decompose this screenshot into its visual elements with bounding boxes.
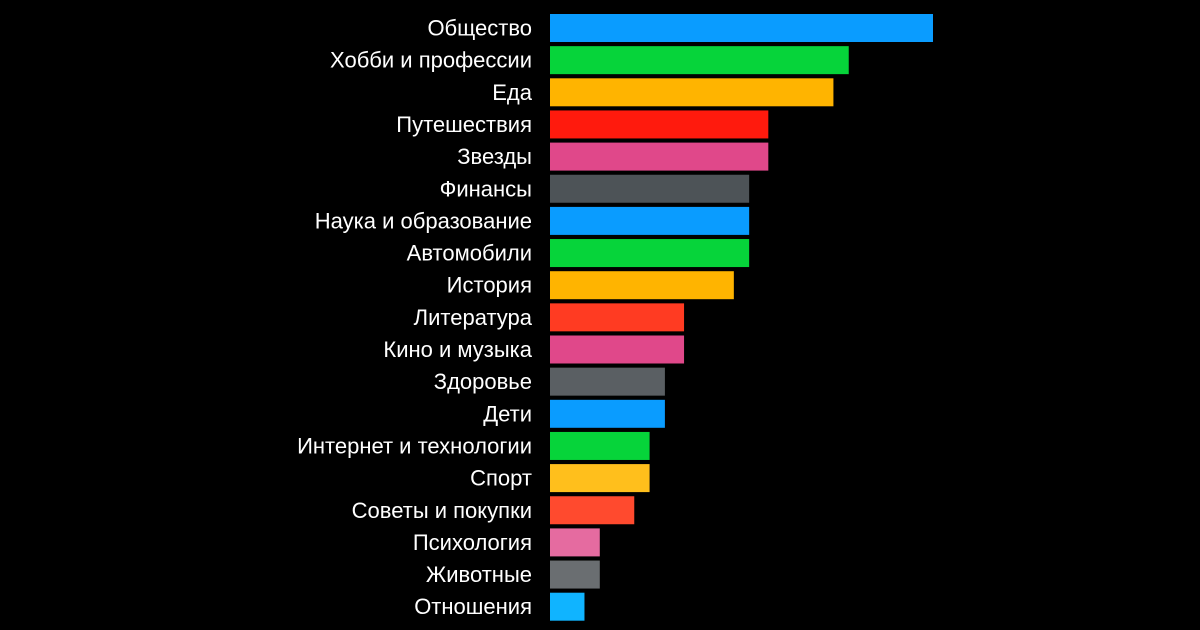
category-label-8: История — [447, 273, 532, 298]
bar-5 — [550, 174, 750, 203]
category-label-3: Путешествия — [396, 112, 532, 137]
category-label-6: Наука и образование — [315, 208, 532, 233]
bar-16 — [550, 528, 600, 557]
category-label-1: Хобби и професcии — [330, 48, 532, 73]
bar-12 — [550, 399, 665, 428]
bars-group — [550, 14, 933, 621]
bar-17 — [550, 560, 600, 589]
bar-3 — [550, 110, 769, 139]
category-label-4: Звезды — [457, 144, 532, 169]
bar-14 — [550, 464, 650, 493]
category-label-14: Спорт — [470, 466, 532, 491]
category-label-11: Здоровье — [434, 369, 532, 394]
category-label-0: Общество — [427, 16, 532, 41]
category-label-12: Дети — [483, 401, 532, 426]
category-label-18: Отношения — [414, 594, 532, 619]
category-label-9: Литература — [414, 305, 533, 330]
category-label-17: Животные — [426, 562, 532, 587]
category-label-7: Автомобили — [407, 241, 532, 266]
bar-10 — [550, 335, 685, 364]
category-label-10: Кино и музыка — [383, 337, 532, 362]
bar-4 — [550, 142, 769, 171]
bar-0 — [550, 14, 933, 42]
category-label-5: Финансы — [440, 176, 532, 201]
category-label-16: Психология — [413, 530, 532, 555]
bar-11 — [550, 367, 665, 396]
bar-8 — [550, 271, 734, 300]
bar-18 — [550, 592, 585, 621]
bar-1 — [550, 46, 849, 75]
bar-6 — [550, 206, 750, 235]
category-label-2: Еда — [492, 80, 533, 105]
bar-7 — [550, 239, 750, 268]
bar-9 — [550, 303, 685, 332]
bar-15 — [550, 496, 635, 525]
bar-13 — [550, 431, 650, 460]
category-label-13: Интернет и технологии — [297, 433, 532, 458]
category-labels-group: Общество Хобби и професcии Еда Путешествия З… — [297, 16, 533, 620]
category-label-15: Советы и покупки — [352, 498, 532, 523]
bar-2 — [550, 78, 834, 107]
